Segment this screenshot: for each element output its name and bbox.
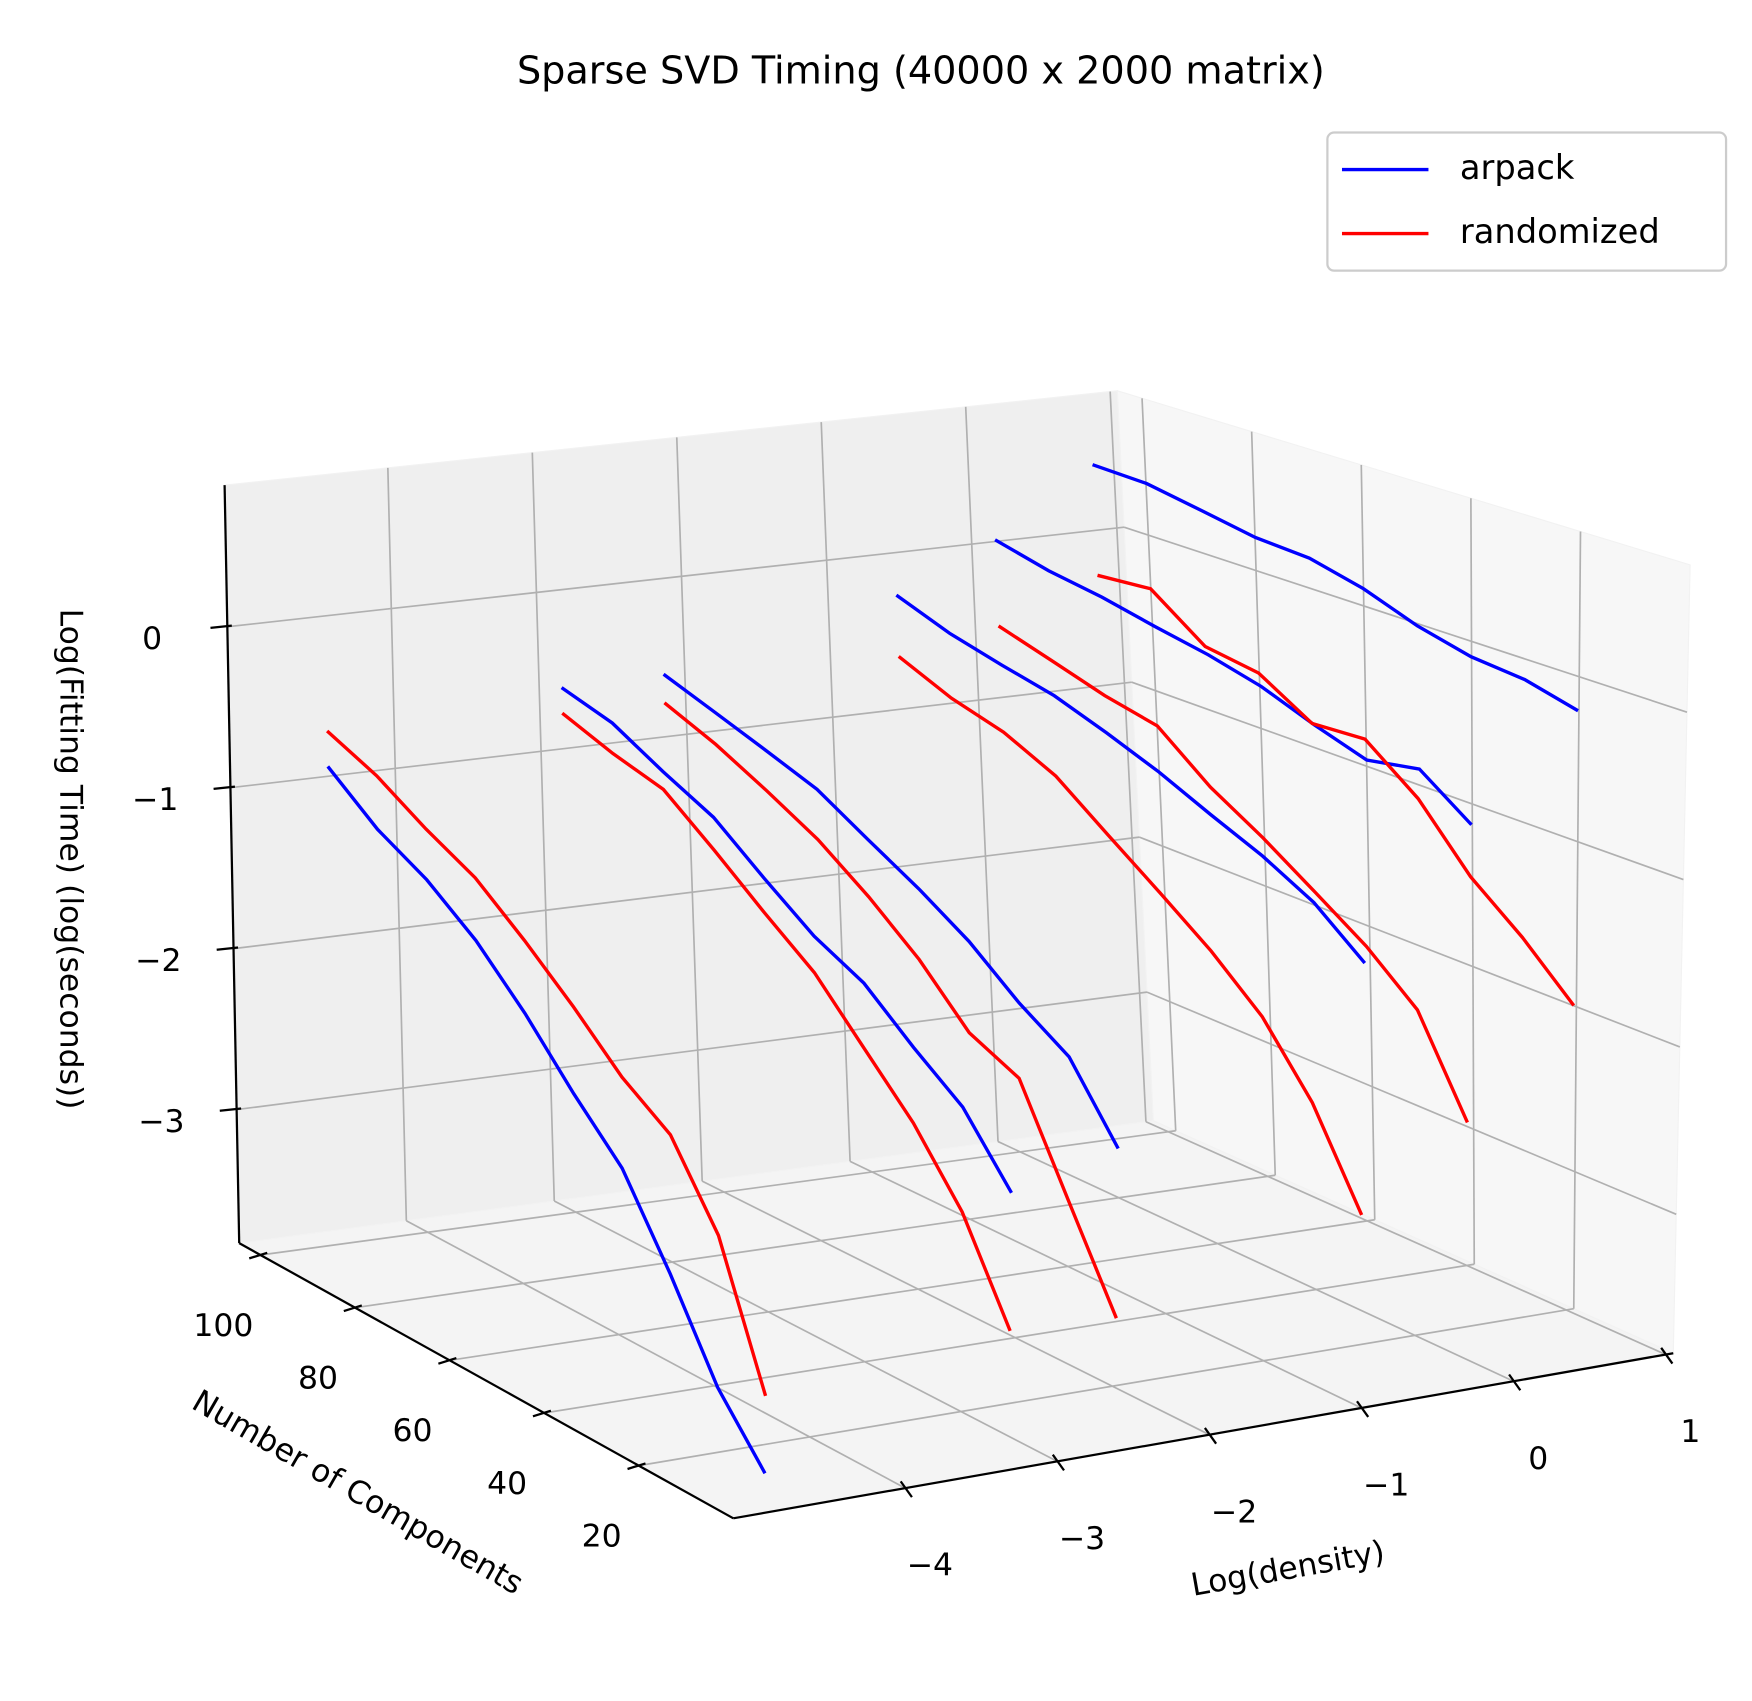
grid-line: [387, 467, 408, 1221]
x-tick-label: −1: [1363, 1468, 1409, 1504]
x-axis-label: Log(density): [1188, 1534, 1387, 1603]
grid-line: [227, 526, 1125, 628]
legend-label: arpack: [1460, 148, 1575, 187]
y-tick: [438, 1357, 457, 1365]
grid-line: [964, 406, 999, 1142]
legend-label: randomized: [1460, 212, 1660, 251]
grid-line: [820, 422, 851, 1162]
x-tick: [1051, 1454, 1065, 1472]
y-tick-label: 40: [487, 1466, 527, 1502]
x-tick-label: −3: [1059, 1521, 1105, 1557]
z-tick: [219, 1107, 242, 1112]
z-tick: [210, 624, 232, 630]
grid-line: [449, 1218, 1375, 1362]
z-tick: [216, 946, 239, 951]
data-line: [895, 593, 1367, 965]
x-tick: [1356, 1400, 1370, 1418]
grid-line: [1145, 1120, 1667, 1356]
plot-area: Sparse SVD Timing (40000 x 2000 matrix) …: [53, 49, 1728, 1604]
z-axis: [223, 485, 241, 1244]
grid-line: [638, 1307, 1574, 1467]
y-tick: [532, 1409, 552, 1418]
grid-line: [531, 452, 556, 1201]
z-tick-label: −1: [132, 782, 178, 818]
grid-line: [1572, 531, 1582, 1309]
legend-box: [1326, 131, 1728, 272]
y-tick-label: 80: [298, 1361, 338, 1397]
data-line: [1097, 573, 1576, 1007]
data-line: [662, 672, 1120, 1150]
data-line: [325, 729, 768, 1397]
grid-line: [260, 1129, 1176, 1256]
grid-line: [405, 1220, 906, 1489]
grid-line: [544, 1263, 1475, 1414]
x-tick-label: 0: [1528, 1441, 1548, 1477]
grid-line: [701, 1180, 1210, 1436]
z-tick: [213, 785, 236, 790]
data-line: [994, 538, 1473, 826]
y-axis: [238, 1242, 734, 1520]
x-tick-label: −2: [1211, 1494, 1257, 1530]
x-tick-label: −4: [907, 1548, 953, 1584]
x-tick: [1508, 1373, 1522, 1391]
grid-line: [997, 1140, 1514, 1383]
x-tick-label: 1: [1680, 1414, 1700, 1450]
y-tick-label: 20: [582, 1519, 622, 1555]
grid-line: [1250, 431, 1277, 1176]
y-tick-label: 100: [193, 1308, 253, 1344]
x-tick: [1660, 1347, 1674, 1365]
grid-line: [1109, 391, 1147, 1122]
z-tick-label: 0: [142, 621, 162, 657]
grid-line: [1139, 836, 1681, 1048]
y-tick-label: 60: [393, 1413, 433, 1449]
grid-line: [1141, 398, 1177, 1131]
data-line: [561, 711, 1012, 1332]
chart-title: Sparse SVD Timing (40000 x 2000 matrix): [517, 49, 1325, 93]
data-line: [897, 655, 1364, 1216]
x-tick: [1203, 1427, 1218, 1445]
z-tick-label: −2: [135, 943, 181, 979]
y-tick: [343, 1304, 363, 1313]
grid-line: [233, 836, 1140, 950]
x-tick: [899, 1480, 913, 1498]
grid-line: [675, 437, 704, 1182]
data-line: [663, 701, 1118, 1319]
y-tick: [627, 1462, 646, 1471]
z-axis-label: Log(Fitting Time) (log(seconds)): [53, 609, 89, 1110]
grid-line: [1146, 991, 1677, 1216]
grid-line: [849, 1160, 1362, 1409]
data-line: [997, 624, 1469, 1124]
y-axis-label: Number of Components: [186, 1383, 529, 1602]
data-line: [1092, 463, 1579, 713]
data-line: [326, 765, 767, 1475]
x-axis: [733, 1352, 1674, 1520]
grid-line: [230, 681, 1132, 789]
grid-line: [1131, 681, 1684, 881]
grid-line: [553, 1200, 1058, 1463]
data-line: [560, 686, 1013, 1194]
z-tick-label: −3: [138, 1104, 184, 1140]
grid-line: [236, 991, 1148, 1111]
grid-line: [354, 1174, 1276, 1309]
y-tick: [248, 1251, 268, 1260]
